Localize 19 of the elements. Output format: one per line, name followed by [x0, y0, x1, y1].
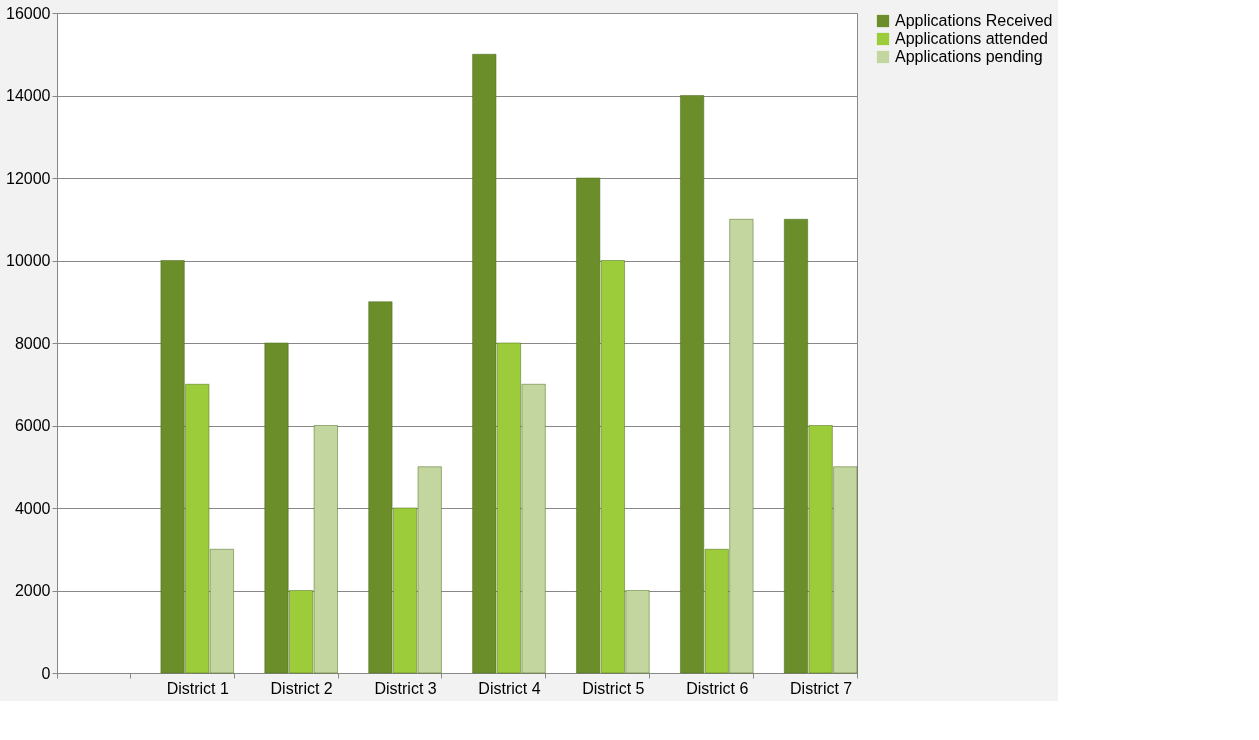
- y-tick-label: 10000: [6, 252, 51, 269]
- y-tick-label: 14000: [6, 87, 51, 104]
- x-tick-label: District 4: [478, 679, 541, 697]
- x-tick-label: District 7: [790, 679, 853, 697]
- x-tick-label: District 2: [270, 679, 333, 697]
- legend-label: Applications pending: [895, 48, 1043, 65]
- y-tick-label: 0: [41, 664, 51, 682]
- x-tick-label: District 3: [374, 679, 437, 697]
- y-tick-label: 2000: [14, 582, 51, 599]
- x-tick-label: District 5: [582, 679, 645, 697]
- y-tick-label: 6000: [14, 417, 51, 434]
- x-tick-label: District 6: [686, 679, 749, 697]
- y-tick-label: 4000: [14, 499, 51, 517]
- x-tick-label: District 1: [166, 679, 229, 697]
- legend-label: Applications Received: [895, 12, 1053, 29]
- y-tick-label: 16000: [6, 4, 51, 22]
- y-tick-label: 8000: [14, 334, 51, 352]
- legend-label: Applications attended: [895, 30, 1048, 47]
- y-tick-label: 12000: [6, 169, 51, 187]
